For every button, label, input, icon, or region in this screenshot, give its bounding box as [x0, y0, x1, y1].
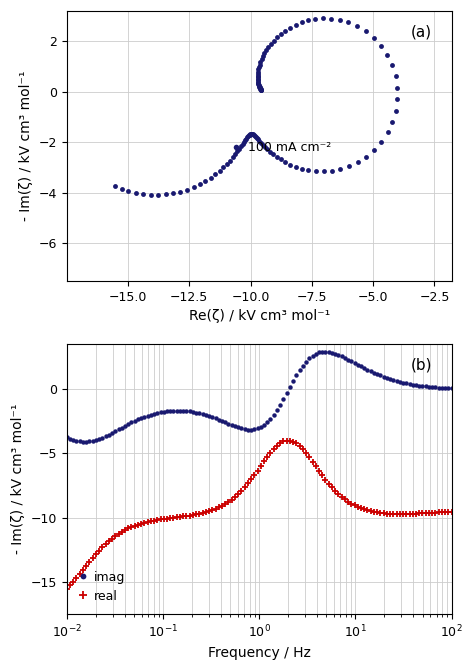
imag [281, 395, 286, 403]
imag [336, 351, 341, 359]
imag [449, 384, 455, 393]
X-axis label: Re(ζ) / kV cm³ mol⁻¹: Re(ζ) / kV cm³ mol⁻¹ [189, 309, 330, 323]
real [277, 440, 283, 448]
real [167, 514, 173, 522]
X-axis label: Frequency / Hz: Frequency / Hz [208, 646, 310, 660]
real [449, 508, 455, 516]
imag [148, 411, 154, 419]
Text: 100 mA cm⁻²: 100 mA cm⁻² [248, 141, 331, 154]
imag [64, 433, 70, 442]
imag [442, 384, 448, 392]
Text: (b): (b) [411, 358, 432, 372]
Line: imag: imag [64, 350, 454, 444]
imag [83, 437, 89, 446]
imag [171, 407, 176, 415]
real [284, 437, 290, 445]
real [64, 584, 70, 592]
real [332, 487, 338, 495]
Text: (a): (a) [411, 25, 432, 40]
real [439, 508, 445, 516]
Legend: imag, real: imag, real [73, 566, 131, 608]
real [145, 518, 150, 526]
real [371, 508, 377, 516]
imag [323, 348, 328, 356]
imag [374, 370, 380, 378]
Y-axis label: - Im(ζ) / kV cm³ mol⁻¹: - Im(ζ) / kV cm³ mol⁻¹ [11, 404, 25, 554]
Y-axis label: - Im(ζ) / kV cm³ mol⁻¹: - Im(ζ) / kV cm³ mol⁻¹ [19, 71, 33, 221]
Line: real: real [64, 437, 455, 592]
